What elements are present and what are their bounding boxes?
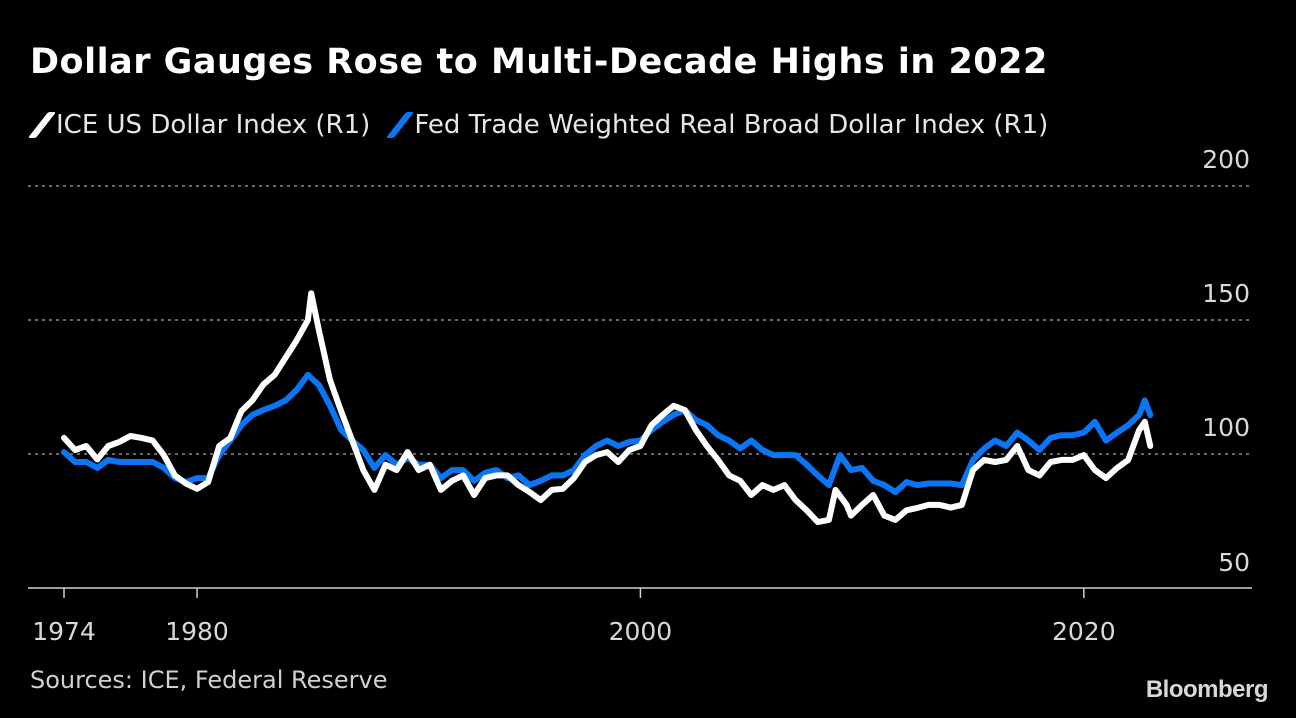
bloomberg-logo: Bloomberg [1145, 676, 1269, 703]
y-tick-label: 50 [1218, 548, 1250, 577]
x-tick-label: 2020 [1052, 617, 1116, 646]
chart-title: Dollar Gauges Rose to Multi-Decade Highs… [30, 42, 1048, 82]
legend: ICE US Dollar Index (R1) Fed Trade Weigh… [27, 110, 1049, 140]
series-line-ice [61, 290, 1154, 526]
legend-label-fed: Fed Trade Weighted Real Broad Dollar Ind… [414, 110, 1049, 140]
y-tick-label: 100 [1202, 413, 1250, 442]
y-tick-label: 150 [1202, 279, 1250, 308]
legend-item-ice: ICE US Dollar Index (R1) [27, 110, 371, 140]
series-line-fed [61, 371, 1154, 496]
y-tick-label: 200 [1202, 145, 1250, 174]
x-tick-label: 2000 [609, 617, 673, 646]
x-tick-label: 1974 [32, 617, 96, 646]
x-tick-label: 1980 [165, 617, 229, 646]
source-note: Sources: ICE, Federal Reserve [30, 666, 388, 694]
legend-item-fed: Fed Trade Weighted Real Broad Dollar Ind… [386, 110, 1049, 140]
legend-label-ice: ICE US Dollar Index (R1) [56, 110, 371, 140]
